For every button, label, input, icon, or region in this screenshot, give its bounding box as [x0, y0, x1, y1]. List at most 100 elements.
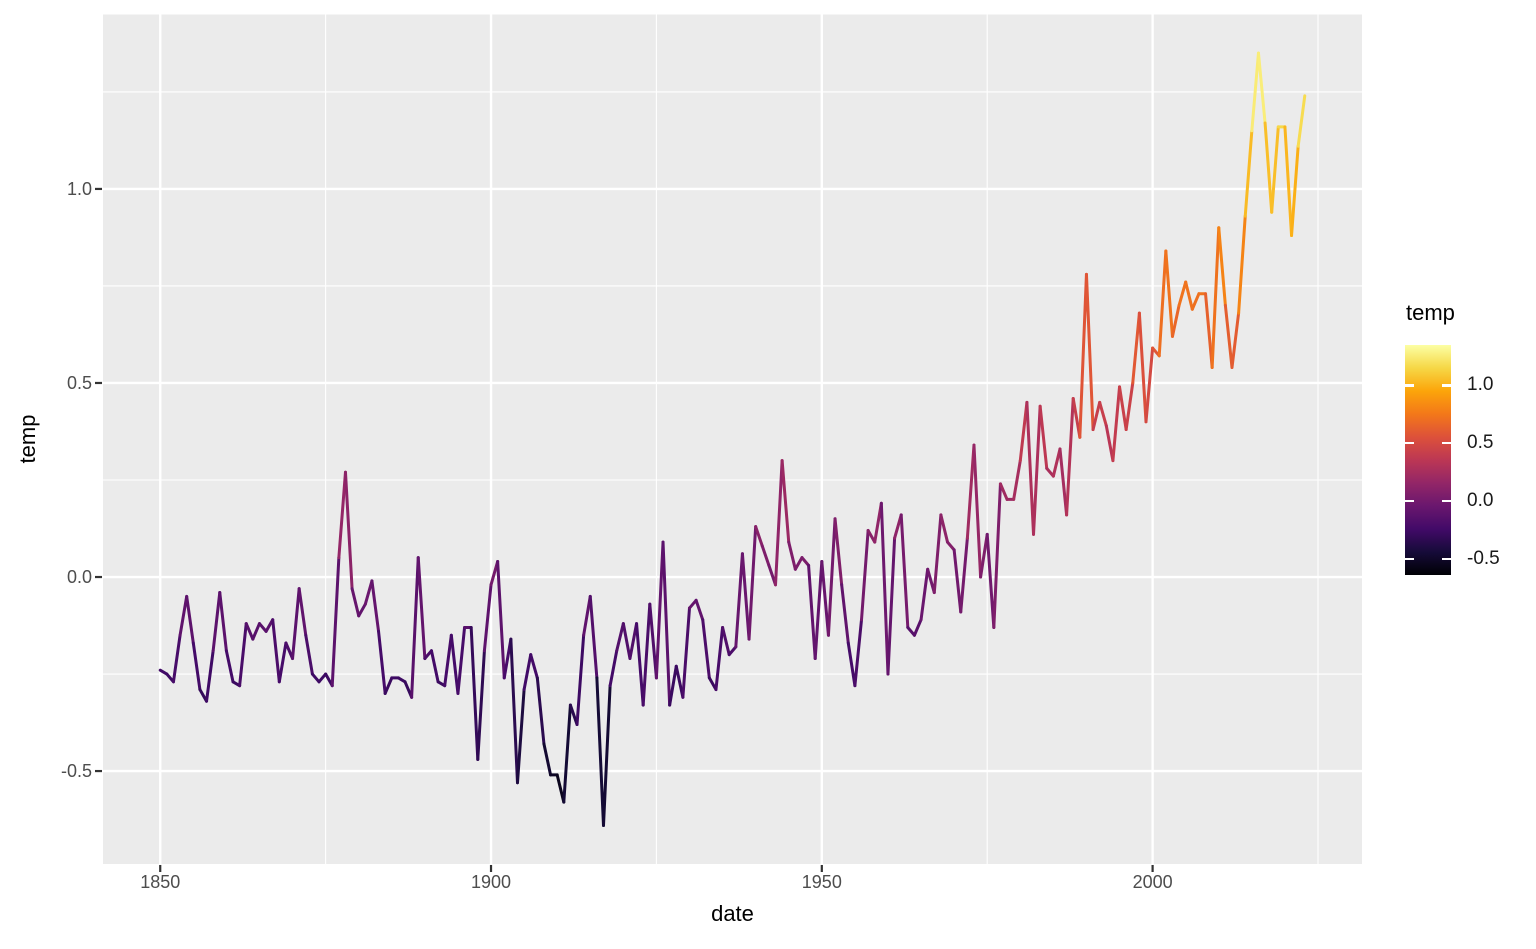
- temperature-line-segment: [529, 653, 539, 680]
- temperature-line-segment: [840, 583, 850, 645]
- temperature-line-segment: [575, 633, 586, 726]
- temperature-line-segment: [1223, 303, 1234, 369]
- grid-major: [103, 14, 1362, 864]
- temperature-line-segment: [906, 625, 916, 637]
- temperature-line-segment: [813, 559, 824, 661]
- temperature-line-segment: [734, 552, 744, 649]
- temperature-line-segment: [416, 556, 427, 661]
- temperature-line-segment: [1084, 272, 1095, 432]
- temperature-line-segment: [1012, 459, 1022, 501]
- temperature-line-segment: [211, 591, 222, 653]
- x-axis-title: date: [711, 901, 754, 926]
- temperature-line-segment: [1283, 125, 1294, 238]
- temperature-line-segment: [449, 633, 460, 695]
- temperature-line-segment: [601, 684, 612, 827]
- temperature-line-segment: [886, 536, 897, 676]
- temperature-line-segment: [668, 664, 678, 707]
- legend: temp 1.0 0.5 0.0 -0.5: [1405, 300, 1536, 610]
- temperature-line-segment: [1256, 51, 1267, 125]
- y-tick-label: -0.5: [60, 761, 92, 782]
- temperature-line-segment: [1270, 125, 1280, 214]
- temperature-line-segment: [277, 641, 288, 684]
- temperature-line-segment: [1170, 303, 1181, 338]
- temperature-line-segment: [1051, 447, 1062, 478]
- panel-background: [103, 14, 1362, 864]
- temperature-line-segment: [939, 513, 950, 544]
- temperature-line-segment: [694, 598, 705, 622]
- legend-tick-mark: [1442, 557, 1451, 560]
- temperature-line-segment: [826, 517, 837, 637]
- temperature-line-segment: [946, 540, 956, 552]
- temperature-line-segment: [860, 528, 870, 622]
- temperature-line-segment: [1177, 280, 1188, 307]
- temperature-line-segment: [628, 622, 639, 661]
- temperature-line-segment: [932, 513, 943, 595]
- temperature-line: [158, 51, 1307, 827]
- temperature-line-segment: [979, 532, 989, 579]
- temperature-line-segment: [774, 459, 784, 587]
- temperature-line-segment: [1118, 385, 1128, 432]
- temperature-line-segment: [363, 579, 374, 606]
- temperature-line-segment: [648, 602, 658, 680]
- temperature-line-segment: [853, 618, 864, 688]
- temperature-line-segment: [1025, 400, 1036, 536]
- temperature-line-segment: [1137, 311, 1148, 424]
- temperature-line-segment: [238, 622, 248, 688]
- temperature-line-segment: [807, 563, 817, 661]
- temperature-line-segment: [992, 482, 1002, 629]
- temperature-line-segment: [343, 470, 354, 591]
- temperature-line-segment: [443, 633, 453, 688]
- legend-tick-mark: [1405, 499, 1414, 503]
- temperature-line-segment: [635, 622, 645, 707]
- legend-tick-label: 0.0: [1467, 490, 1494, 512]
- temperature-line-segment: [304, 633, 314, 676]
- y-tick-label: 1.0: [66, 178, 92, 199]
- temperature-line-segment: [1032, 404, 1042, 536]
- temperature-line-segment: [1190, 292, 1201, 311]
- temperature-line-segment: [754, 525, 764, 548]
- legend-tick-mark: [1442, 442, 1451, 445]
- temperature-line-segment: [780, 459, 791, 544]
- temperature-line-segment: [370, 579, 381, 633]
- temperature-line-segment: [608, 649, 619, 688]
- temperature-line-segment: [377, 629, 387, 695]
- temperature-line-segment: [496, 559, 506, 680]
- temperature-line-segment: [1018, 400, 1029, 463]
- temperature-line-segment: [469, 625, 480, 761]
- temperature-line-segment: [1250, 51, 1260, 133]
- temperature-line-segment: [410, 556, 420, 699]
- temperature-line-segment: [588, 594, 599, 680]
- temperature-line-segment: [998, 482, 1009, 501]
- temperature-line-segment: [178, 594, 189, 637]
- temperature-line-segment: [522, 653, 533, 692]
- temperature-line-segment: [1230, 311, 1241, 369]
- temperature-line-segment: [257, 622, 268, 633]
- temperature-line-segment: [846, 641, 857, 688]
- temperature-line-segment: [985, 532, 996, 629]
- x-tick-label: 1950: [801, 872, 842, 892]
- temperature-line-segment: [1164, 249, 1174, 338]
- temperature-line-segment: [456, 625, 467, 695]
- legend-tick-mark: [1405, 442, 1414, 445]
- temperature-line-segment: [1296, 94, 1307, 148]
- temperature-line-segment: [747, 525, 758, 641]
- legend-tick-label: 1.0: [1467, 374, 1494, 396]
- temperature-line-segment: [244, 622, 255, 641]
- temperature-line-segment: [251, 622, 261, 641]
- x-tick-label: 1900: [470, 872, 512, 892]
- legend-tick-mark: [1405, 557, 1414, 560]
- temperature-line-segment: [1243, 129, 1254, 218]
- temperature-line-segment: [615, 622, 625, 653]
- temperature-line-segment: [899, 513, 910, 629]
- temperature-line-segment: [205, 649, 215, 703]
- grid-minor: [103, 14, 1362, 864]
- legend-tick-mark: [1442, 384, 1451, 387]
- temperature-line-segment: [429, 649, 440, 684]
- x-tick-label: 2000: [1132, 872, 1173, 892]
- y-tick-label: 0.5: [66, 372, 92, 393]
- temperature-line-segment: [621, 622, 632, 661]
- temperature-line-segment: [1091, 400, 1102, 432]
- legend-gradient-bar: [1405, 345, 1451, 575]
- temperature-line-segment: [218, 591, 228, 653]
- temperature-line-segment: [350, 587, 361, 618]
